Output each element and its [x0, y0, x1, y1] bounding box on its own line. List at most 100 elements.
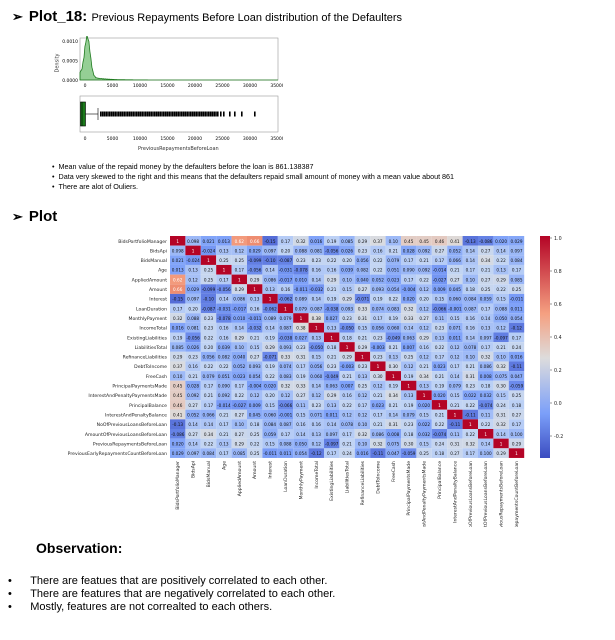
- heatmap-cell-value: -0.066: [279, 403, 293, 408]
- heatmap-cell-value: 0.10: [235, 345, 245, 350]
- heatmap-cell: [478, 429, 494, 439]
- heatmap-cell-value: 0.25: [204, 277, 214, 282]
- heatmap-cell-value: 0.085: [341, 239, 353, 244]
- box-xtick: 35000: [270, 136, 283, 142]
- heatmap-cell-value: 0.13: [219, 441, 229, 446]
- heatmap-cell-value: 0.056: [203, 355, 215, 360]
- obs-bullet-negative-text: There are features that are negatively c…: [30, 588, 336, 600]
- heatmap-cell: [216, 342, 232, 352]
- heatmap-cell: [416, 274, 432, 285]
- heatmap-cell: [277, 400, 294, 410]
- bullet-outliers-text: There are alot of Ouliers.: [58, 182, 139, 191]
- heatmap-cell-value: 0.007: [403, 345, 415, 350]
- heatmap-cell-value: 0.008: [387, 432, 399, 437]
- heatmap-cell: [200, 380, 217, 391]
- heatmap-cell: [231, 274, 247, 285]
- heatmap-cell-value: 0.29: [512, 441, 522, 446]
- heatmap-cell-value: 0.088: [295, 248, 307, 253]
- heatmap-row-label: InterestAndPenaltyBalance: [105, 412, 167, 418]
- heatmap-cell: [416, 264, 432, 275]
- heatmap-cell-value: 0.081: [187, 326, 199, 331]
- heatmap-col-label: PreviousEarlyRepaymentsCountBeforeLoan: [514, 461, 520, 527]
- density-chart: 0.0010 0.0005 0.0000 0 5000 10000 15000 20000 2…: [62, 35, 285, 89]
- heatmap-cell-value: 0.059: [480, 297, 492, 302]
- heatmap-cell: [185, 429, 201, 439]
- heatmap-cell-value: 0.23: [358, 248, 368, 253]
- heatmap-cell: [385, 293, 401, 304]
- heatmap-cell: [508, 245, 525, 256]
- heatmap-cell: [462, 400, 478, 410]
- outlier-mark: [101, 111, 104, 117]
- heatmap-cell: [247, 429, 263, 439]
- heatmap-cell-value: 0.33: [404, 316, 414, 321]
- heatmap-cell-value: 1: [377, 364, 380, 369]
- bullet-mean: • Mean value of the repaid money by the …: [52, 162, 314, 171]
- heatmap-cell-value: -0.078: [294, 268, 308, 273]
- heatmap-cell-value: 0.045: [249, 412, 261, 417]
- outlier-mark: [143, 111, 145, 117]
- outlier-mark: [209, 111, 212, 117]
- heatmap-container: BidsPortfolioManager BidsApi BidsManual Age…: [20, 232, 610, 560]
- outlier-mark: [166, 111, 169, 117]
- heatmap-cell-value: 0.16: [327, 268, 337, 273]
- heatmap-cell: [339, 429, 355, 439]
- outlier-mark: [154, 111, 156, 117]
- heatmap-cell-value: 0.17: [204, 384, 214, 389]
- heatmap-cell: [493, 351, 509, 362]
- heatmap-cell-value: 1: [500, 441, 503, 446]
- heatmap-cell: [324, 380, 340, 391]
- heatmap-row-label: IncomeTotal: [139, 326, 167, 332]
- density-y-ticks: 0.0010 0.0005 0.0000: [62, 39, 78, 84]
- heatmap-cell-value: -0.011: [510, 297, 524, 302]
- heatmap-cell-value: 0.19: [435, 384, 445, 389]
- heatmap-cell: [293, 342, 309, 352]
- heatmap-cell: [262, 390, 278, 401]
- heatmap-row-label: PrincipalBalance: [129, 403, 167, 409]
- heatmap-cell-value: 0.17: [435, 355, 445, 360]
- heatmap-cell: [216, 332, 232, 343]
- heatmap-cell-value: 1: [207, 258, 210, 263]
- heatmap-cell: [370, 400, 386, 410]
- heatmap-cell: [447, 236, 463, 246]
- heatmap-cell-value: 0.21: [358, 335, 368, 340]
- heatmap-cell-value: 0.23: [435, 326, 445, 331]
- heatmap-cell: [431, 322, 448, 333]
- heatmap-cell-value: 0.054: [387, 287, 399, 292]
- heatmap-cell-value: 0.15: [265, 441, 275, 446]
- heatmap-cell-value: 0.097: [480, 335, 492, 340]
- heatmap-cell-value: 0.093: [341, 306, 353, 311]
- heatmap-cell: [370, 351, 386, 362]
- heatmap-cell-value: 0.12: [235, 248, 245, 253]
- heatmap-cell: [185, 274, 201, 285]
- heatmap-cell: [339, 438, 355, 449]
- heatmap-cell: [231, 400, 247, 410]
- heatmap-cell-value: 0.21: [204, 393, 214, 398]
- heatmap-cell-value: 0.10: [496, 355, 506, 360]
- outlier-mark: [119, 111, 122, 117]
- heatmap-cell: [493, 264, 509, 275]
- heatmap-cell-value: -0.056: [217, 287, 231, 292]
- heatmap-cell: [170, 400, 186, 410]
- outlier-mark: [204, 111, 206, 117]
- heatmap-cell-value: 0.060: [264, 412, 276, 417]
- bullet-skew-text: Data very skewed to the right and this m…: [58, 172, 455, 181]
- heatmap-cell: [324, 371, 340, 381]
- heatmap-cell-value: 0.29: [173, 355, 183, 360]
- heatmap-cell-value: 0.011: [280, 451, 292, 456]
- heatmap-cell-value: 0.079: [449, 384, 461, 389]
- heatmap-cell-value: 0.14: [481, 441, 491, 446]
- heatmap-cell: [216, 293, 232, 304]
- heatmap-cell: [508, 264, 525, 275]
- heatmap-cell: [478, 293, 494, 304]
- heatmap-cell-value: 0.060: [387, 326, 399, 331]
- outlier-mark: [145, 111, 147, 117]
- heatmap-cell-value: 0.23: [342, 316, 352, 321]
- heatmap-cell: [447, 390, 463, 401]
- heatmap-cell-value: 0.17: [435, 258, 445, 263]
- heatmap-cell: [200, 313, 217, 323]
- heatmap-cell: [216, 303, 232, 314]
- heatmap-cell-value: 0.087: [464, 306, 476, 311]
- heatmap-cell-value: 0.29: [327, 393, 337, 398]
- heatmap-cell-value: 0.092: [187, 393, 199, 398]
- heatmap-cell: [354, 371, 371, 381]
